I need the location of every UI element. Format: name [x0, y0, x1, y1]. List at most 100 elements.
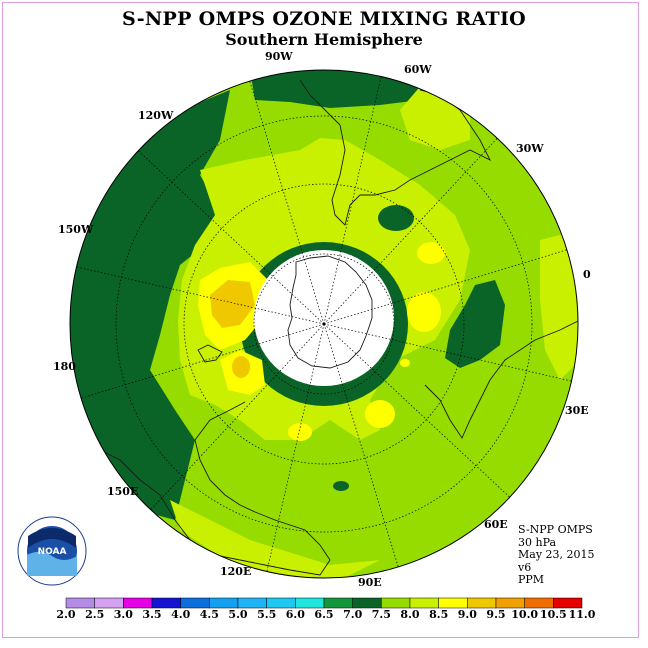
- logo-water: [27, 551, 77, 576]
- colorbar-tick-label: 4.5: [200, 608, 219, 621]
- lon-label-180: 180: [53, 360, 76, 373]
- polar-night-void: [254, 250, 394, 386]
- meridian-line: [133, 146, 274, 277]
- info-level: 30 hPa: [518, 535, 557, 549]
- colorbar-tick-label: 2.5: [85, 608, 104, 621]
- colorbar-tick-label: 5.5: [257, 608, 276, 621]
- colorbar-swatch: [295, 597, 325, 609]
- lon-label-60w: 60W: [404, 63, 432, 76]
- figure-frame: [2, 2, 639, 638]
- lon-label-30e: 30E: [565, 404, 589, 417]
- colorbar-tick-label: 3.0: [114, 608, 133, 621]
- info-units: PPM: [518, 573, 545, 586]
- meridian-line: [70, 265, 256, 309]
- meridian-inner-line: [323, 323, 393, 341]
- colorbar-tick-label: 9.5: [486, 608, 505, 621]
- map-boundary: [69, 69, 579, 579]
- latitude-circle-middle: [183, 183, 465, 465]
- colorbar-swatch: [524, 597, 554, 609]
- noaa-logo: NOAA: [17, 516, 87, 586]
- coastline-australia: [99, 401, 331, 576]
- ozone-region-yellow-south2: [288, 423, 312, 441]
- info-date: May 23, 2015: [518, 548, 595, 561]
- lon-label-120e: 120E: [220, 565, 251, 578]
- ozone-region-dark-green-north: [250, 70, 430, 108]
- logo-text: NOAA: [38, 547, 67, 557]
- ozone-region-dark-green-small: [333, 481, 349, 491]
- colorbar-tick-label: 6.0: [286, 608, 305, 621]
- latitude-circle-outer: [115, 115, 533, 533]
- colorbar-swatch: [209, 597, 239, 609]
- colorbar-tick-label: 2.0: [56, 608, 75, 621]
- colorbar-swatch: [65, 597, 95, 609]
- meridian-inner-line: [323, 303, 392, 325]
- ozone-region-orange-west: [210, 280, 255, 328]
- meridian-line: [265, 392, 309, 578]
- colorbar-swatch: [237, 597, 267, 609]
- colorbar-swatch: [553, 597, 583, 609]
- meridian-inner-line: [255, 307, 325, 325]
- colorbar-tick-label: 4.0: [171, 608, 190, 621]
- meridians: [70, 70, 578, 578]
- colorbar-swatch: [495, 597, 525, 609]
- meridian-line: [392, 339, 578, 383]
- meridian-line: [371, 133, 502, 274]
- meridian-inner-line: [303, 256, 325, 325]
- meridian-inner-line: [323, 272, 372, 325]
- south-pole-marker: [322, 322, 326, 326]
- meridian-inner-line: [323, 255, 341, 325]
- ozone-region-orange-southwest: [232, 356, 250, 378]
- meridian-inner-line: [272, 276, 325, 325]
- colorbar-tick-label: 11.0: [569, 608, 596, 621]
- meridian-line: [75, 344, 258, 401]
- map-title: S-NPP OMPS OZONE MIXING RATIO: [121, 8, 527, 30]
- latitude-circle-inner: [253, 253, 395, 395]
- meridian-inner-line: [323, 323, 376, 372]
- coastlines: [99, 79, 578, 576]
- logo-bird: [28, 528, 76, 548]
- lon-label-60e: 60E: [484, 518, 508, 531]
- ozone-region-yellow-south: [365, 400, 395, 428]
- longitude-labels: 90W 60W 30W 0 30E 60E 90E 120E 150E 180 …: [53, 50, 591, 589]
- colorbar-tick-label: 7.0: [343, 608, 362, 621]
- colorbar-swatch: [123, 597, 153, 609]
- ozone-region-light-green-south: [170, 500, 380, 578]
- meridian-line: [374, 371, 515, 502]
- meridian-inner-line: [307, 323, 325, 393]
- colorbar-tick-label: 8.0: [400, 608, 419, 621]
- colorbar-swatch: [409, 597, 439, 609]
- ozone-region-light-green-east: [540, 230, 578, 380]
- lon-label-30w: 30W: [516, 142, 544, 155]
- colorbar: 2.0 2.5 3.0 3.5 4.0 4.5 5.0 5.5 6.0 6.5 7.0 7.5 8.0 8…: [56, 597, 596, 621]
- colorbar-swatch: [94, 597, 124, 609]
- colorbar-swatch: [467, 597, 497, 609]
- map-subtitle: Southern Hemisphere: [225, 30, 423, 49]
- meridian-inner-line: [256, 323, 325, 345]
- colorbar-tick-label: 3.5: [142, 608, 161, 621]
- colorbar-swatch: [151, 597, 181, 609]
- ozone-region-dark-green-east: [445, 280, 505, 368]
- info-instrument: S-NPP OMPS: [518, 523, 593, 536]
- colorbar-tick-label: 8.5: [429, 608, 448, 621]
- lon-label-150e: 150E: [107, 485, 138, 498]
- coastline-africa: [424, 319, 578, 439]
- meridian-line: [344, 390, 401, 573]
- colorbar-tick-label: 6.5: [314, 608, 333, 621]
- colorbar-tick-label: 7.5: [372, 608, 391, 621]
- meridian-line: [390, 247, 573, 304]
- meridian-line: [247, 75, 304, 258]
- lon-label-90e: 90E: [358, 576, 382, 589]
- lon-label-120w: 120W: [138, 109, 174, 122]
- colorbar-swatch: [381, 597, 411, 609]
- colorbar-swatch: [352, 597, 382, 609]
- coastline-south-america: [299, 79, 492, 226]
- coastline-antarctica: [287, 255, 373, 369]
- ozone-region-dark-green-patch: [378, 205, 414, 231]
- colorbar-swatch: [180, 597, 210, 609]
- meridian-line: [146, 374, 277, 515]
- ozone-region-yellow-east: [407, 292, 441, 332]
- colorbar-swatch: [438, 597, 468, 609]
- colorbar-tick-label: 10.5: [540, 608, 567, 621]
- colorbar-tick-label: 9.0: [458, 608, 477, 621]
